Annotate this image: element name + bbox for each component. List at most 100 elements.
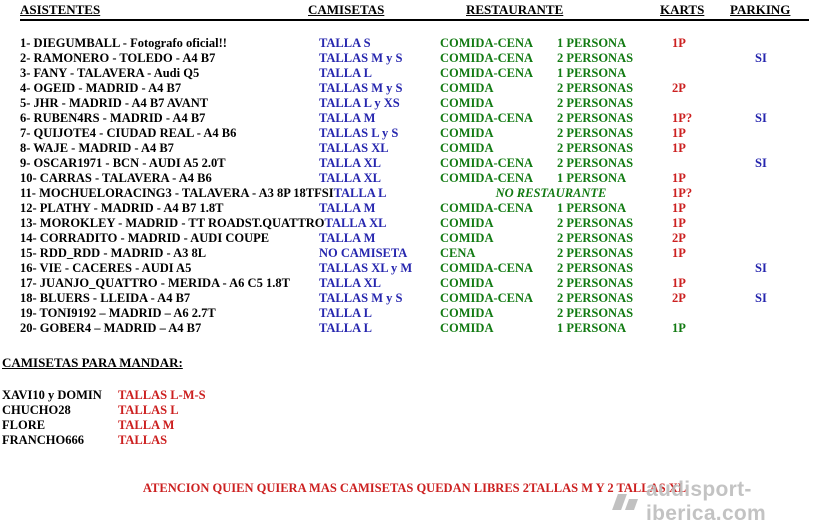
attendee-shirt-size: TALLAS M y S xyxy=(319,51,403,65)
attendee-restaurant-meal: COMIDA-CENA xyxy=(440,51,534,65)
attendee-shirt-size: TALLA XL xyxy=(319,156,381,170)
table-row: 14- CORRADITO - MADRID - AUDI COUPE TALLA… xyxy=(0,231,829,246)
attendee-shirt-size: TALLA L y XS xyxy=(319,96,400,110)
attendee-restaurant-meal: COMIDA-CENA xyxy=(440,66,534,80)
attendee-parking: SI xyxy=(755,111,767,125)
attendee-name: 18- BLUERS - LLEIDA - A4 B7 xyxy=(20,291,191,305)
attendee-shirt-size: TALLA L xyxy=(319,321,372,335)
attendee-parking: SI xyxy=(755,291,767,305)
attendee-restaurant-meal: COMIDA xyxy=(440,231,494,245)
table-row: 6- RUBEN4RS - MADRID - A4 B7 TALLA M COMI… xyxy=(0,111,829,126)
send-recipient-name: CHUCHO28 xyxy=(2,403,71,417)
send-shirt-size: TALLAS L xyxy=(118,403,179,417)
attendee-restaurant-meal: COMIDA xyxy=(440,126,494,140)
attendee-name: 13- MOROKLEY - MADRID - TT ROADST.QUATTR… xyxy=(20,216,325,230)
attendee-restaurant-persons: 2 PERSONAS xyxy=(557,276,634,290)
attendee-restaurant-meal: COMIDA-CENA xyxy=(440,261,534,275)
table-header: ASISTENTES CAMISETAS RESTAURANTE KARTS P… xyxy=(0,2,829,21)
attendee-restaurant-persons: 2 PERSONAS xyxy=(557,291,634,305)
attendee-karts: 1P xyxy=(672,246,686,260)
shirts-to-send-title: CAMISETAS PARA MANDAR: xyxy=(2,355,183,370)
attendee-shirt-size: TALLA M xyxy=(319,231,376,245)
attendee-karts: 1P xyxy=(672,216,686,230)
attendee-name: 20- GOBER4 – MADRID – A4 B7 xyxy=(20,321,202,335)
send-recipient-name: FLORE xyxy=(2,418,46,432)
attendee-shirt-size: TALLAS L y S xyxy=(319,126,399,140)
attendee-shirt-size: TALLAS XL xyxy=(319,141,389,155)
attendee-restaurant-persons: 2 PERSONAS xyxy=(557,96,634,110)
site-watermark: audisport-iberica.com xyxy=(612,478,829,526)
attendee-name: 4- OGEID - MADRID - A4 B7 xyxy=(20,81,182,95)
extra-shirts-notice: ATENCION QUIEN QUIERA MAS CAMISETAS QUED… xyxy=(142,481,687,495)
column-header-parking: PARKING xyxy=(730,2,791,17)
attendee-name: 7- QUIJOTE4 - CIUDAD REAL - A4 B6 xyxy=(20,126,237,140)
table-row: 19- TONI9192 – MADRID – A6 2.7T TALLA L C… xyxy=(0,306,829,321)
attendee-karts: 2P xyxy=(672,81,686,95)
attendee-name: 3- FANY - TALAVERA - Audi Q5 xyxy=(20,66,200,80)
table-row: 2- RAMONERO - TOLEDO - A4 B7 TALLAS M y S… xyxy=(0,51,829,66)
attendee-restaurant-meal: COMIDA xyxy=(440,321,494,335)
send-shirt-size: TALLAS L-M-S xyxy=(118,388,206,402)
column-header-karts: KARTS xyxy=(660,2,705,17)
attendee-name: 12- PLATHY - MADRID - A4 B7 1.8T xyxy=(20,201,224,215)
attendee-restaurant-persons: 2 PERSONAS xyxy=(557,261,634,275)
attendee-parking: SI xyxy=(755,156,767,170)
list-item: FRANCHO666 TALLAS xyxy=(2,433,206,448)
attendee-name: 1- DIEGUMBALL - Fotografo oficial!! xyxy=(20,36,227,50)
attendee-karts: 1P xyxy=(672,141,686,155)
attendee-shirt-size: TALLAS XL y M xyxy=(319,261,413,275)
table-row: 5- JHR - MADRID - A4 B7 AVANT TALLA L y X… xyxy=(0,96,829,111)
attendee-shirt-size: TALLA L xyxy=(319,66,372,80)
attendee-restaurant-persons: 2 PERSONAS xyxy=(557,246,634,260)
attendee-restaurant-persons: 1 PERSONA xyxy=(557,321,627,335)
attendee-restaurant-meal: COMIDA xyxy=(440,276,494,290)
attendee-restaurant-meal: COMIDA xyxy=(440,141,494,155)
watermark-logo-icon xyxy=(612,494,639,510)
attendee-shirt-size: TALLA XL xyxy=(319,171,381,185)
table-row: 12- PLATHY - MADRID - A4 B7 1.8T TALLA M … xyxy=(0,201,829,216)
table-row: 17- JUANJO_QUATTRO - MERIDA - A6 C5 1.8T… xyxy=(0,276,829,291)
attendee-shirt-size: NO CAMISETA xyxy=(319,246,408,260)
attendee-shirt-size: TALLA M xyxy=(319,201,376,215)
attendee-name: 14- CORRADITO - MADRID - AUDI COUPE xyxy=(20,231,270,245)
table-row: 15- RDD_RDD - MADRID - A3 8L NO CAMISETA … xyxy=(0,246,829,261)
shirts-to-send-list: XAVI10 y DOMIN TALLAS L-M-S CHUCHO28 TALLA… xyxy=(2,388,206,448)
attendee-restaurant-meal: CENA xyxy=(440,246,476,260)
attendee-karts: 1P xyxy=(672,126,686,140)
attendee-restaurant-meal: COMIDA xyxy=(440,306,494,320)
attendee-restaurant-persons: 1 PERSONA xyxy=(557,36,627,50)
attendee-shirt-size: TALLA L xyxy=(333,186,387,200)
attendee-name: 19- TONI9192 – MADRID – A6 2.7T xyxy=(20,306,216,320)
attendee-shirt-size: TALLAS M y S xyxy=(319,81,403,95)
attendee-restaurant-persons: 1 PERSONA xyxy=(557,66,627,80)
table-row: 11- MOCHUELORACING3 - TALAVERA - A3 8P 1… xyxy=(0,186,829,201)
table-row: 4- OGEID - MADRID - A4 B7 TALLAS M y S CO… xyxy=(0,81,829,96)
attendee-name: 15- RDD_RDD - MADRID - A3 8L xyxy=(20,246,207,260)
table-row: 1- DIEGUMBALL - Fotografo oficial!! TALLA… xyxy=(0,36,829,51)
attendee-parking: SI xyxy=(755,51,767,65)
attendee-restaurant-persons: 1 PERSONA xyxy=(557,171,627,185)
list-item: XAVI10 y DOMIN TALLAS L-M-S xyxy=(2,388,206,403)
shirts-to-send-section: CAMISETAS PARA MANDAR: XAVI10 y DOMIN TAL… xyxy=(2,355,206,448)
watermark-text: audisport-iberica.com xyxy=(646,478,767,525)
attendee-shirt-size: TALLA XL xyxy=(319,276,381,290)
send-recipient-name: FRANCHO666 xyxy=(2,433,84,447)
attendee-restaurant-persons: 2 PERSONAS xyxy=(557,231,634,245)
attendee-restaurant-persons: 2 PERSONAS xyxy=(557,156,634,170)
attendee-shirt-size: TALLA M xyxy=(319,111,376,125)
attendee-name: 6- RUBEN4RS - MADRID - A4 B7 xyxy=(20,111,206,125)
attendee-restaurant-meal: COMIDA xyxy=(440,216,494,230)
table-row: 7- QUIJOTE4 - CIUDAD REAL - A4 B6 TALLAS … xyxy=(0,126,829,141)
attendee-restaurant-meal: COMIDA-CENA xyxy=(440,111,534,125)
attendee-name: 9- OSCAR1971 - BCN - AUDI A5 2.0T xyxy=(20,156,226,170)
table-row: 3- FANY - TALAVERA - Audi Q5 TALLA L COMI… xyxy=(0,66,829,81)
attendee-name: 11- MOCHUELORACING3 - TALAVERA - A3 8P 1… xyxy=(20,186,334,200)
attendee-name: 17- JUANJO_QUATTRO - MERIDA - A6 C5 1.8T xyxy=(20,276,290,290)
attendee-name: 8- WAJE - MADRID - A4 B7 xyxy=(20,141,174,155)
attendee-karts: 1P? xyxy=(672,186,693,200)
attendee-karts: 2P xyxy=(672,291,686,305)
list-item: CHUCHO28 TALLAS L xyxy=(2,403,206,418)
table-row: 8- WAJE - MADRID - A4 B7 TALLAS XL COMIDA… xyxy=(0,141,829,156)
attendee-karts: 1P xyxy=(672,36,686,50)
table-row: 18- BLUERS - LLEIDA - A4 B7 TALLAS M y S … xyxy=(0,291,829,306)
